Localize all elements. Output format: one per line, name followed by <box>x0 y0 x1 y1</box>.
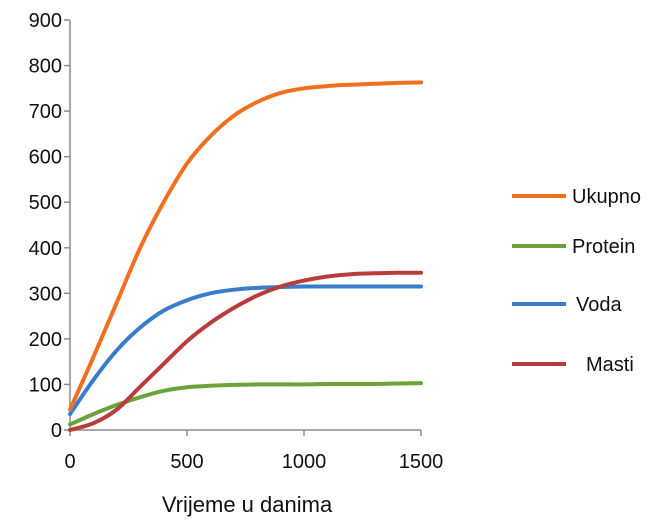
y-tick-label: 700 <box>29 101 62 123</box>
axes: 0 100 200 300 400 500 600 700 800 900 0 500 1000 1500 <box>29 10 444 473</box>
legend-label-ukupno: Ukupno <box>572 186 641 208</box>
y-tick-label: 100 <box>29 374 62 396</box>
series-lines <box>68 80 423 432</box>
y-tick-label: 500 <box>29 192 62 214</box>
x-tick-label: 0 <box>64 451 75 473</box>
legend-label-protein: Protein <box>572 236 635 258</box>
series-line-ukupno <box>68 80 423 412</box>
legend: Ukupno Protein Voda Masti <box>512 186 641 376</box>
series-line-voda <box>68 284 423 417</box>
y-tick-label: 400 <box>29 238 62 260</box>
legend-label-masti: Masti <box>586 354 634 376</box>
x-tick-label: 1000 <box>282 451 327 473</box>
x-tick-label: 1500 <box>399 451 444 473</box>
x-axis-label: Vrijeme u danima <box>162 492 333 517</box>
y-tick-label: 900 <box>29 10 62 32</box>
legend-label-voda: Voda <box>576 294 622 316</box>
x-tick-label: 500 <box>170 451 203 473</box>
y-tick-label: 800 <box>29 56 62 78</box>
y-tick-label: 300 <box>29 283 62 305</box>
y-tick-label: 600 <box>29 147 62 169</box>
y-tick-label: 200 <box>29 329 62 351</box>
y-tick-label: 0 <box>51 420 62 442</box>
series-line-masti <box>68 270 423 432</box>
